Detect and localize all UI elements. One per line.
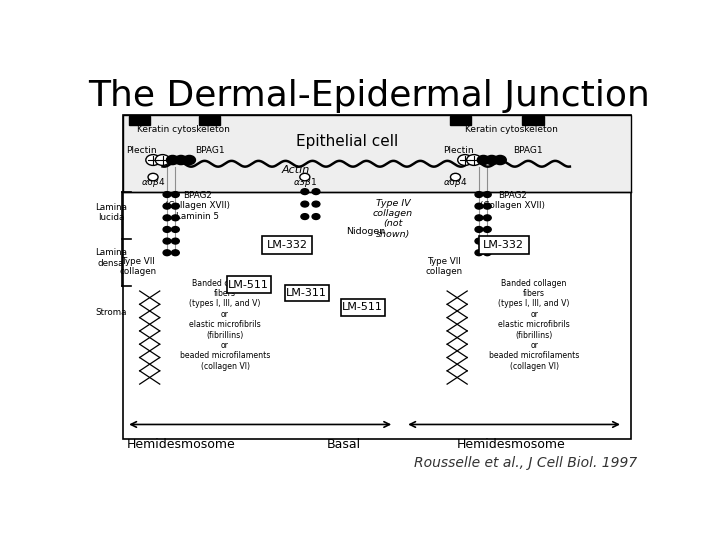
Text: Basal: Basal [327,438,361,451]
Circle shape [483,250,491,255]
Circle shape [451,173,461,181]
Circle shape [163,250,171,255]
Circle shape [163,215,171,221]
Text: Plectin: Plectin [127,146,157,154]
Text: Plectin: Plectin [443,146,474,154]
Circle shape [171,203,179,209]
Circle shape [171,238,179,244]
Circle shape [475,227,483,232]
Text: Lamina
lucida: Lamina lucida [95,202,127,222]
Circle shape [175,156,187,165]
Circle shape [156,154,170,165]
Circle shape [301,188,309,194]
Circle shape [163,238,171,244]
Text: The Dermal-Epidermal Junction: The Dermal-Epidermal Junction [88,79,650,113]
Circle shape [494,156,506,165]
Bar [129,116,150,125]
Circle shape [475,238,483,244]
Bar [124,114,631,192]
Text: Epithelial cell: Epithelial cell [295,134,398,149]
Circle shape [485,156,498,165]
Text: Banded collagen
fibers
(types I, III, and V)
or
elastic microfibrils
(fibrillins: Banded collagen fibers (types I, III, an… [489,279,580,371]
Circle shape [171,227,179,232]
Circle shape [163,192,171,198]
Circle shape [312,201,320,207]
Bar [450,116,471,125]
Text: Rousselle et al., J Cell Biol. 1997: Rousselle et al., J Cell Biol. 1997 [413,456,637,470]
Circle shape [483,238,491,244]
Text: Type IV
collagen
(not
shown): Type IV collagen (not shown) [373,199,413,239]
Text: BPAG1: BPAG1 [195,146,225,154]
Text: Banded collagen
fibers
(types I, III, and V)
or
elastic microfibrils
(fibrillins: Banded collagen fibers (types I, III, an… [180,279,270,371]
Circle shape [300,173,310,181]
Circle shape [171,215,179,221]
Text: Lamina
densa: Lamina densa [95,248,127,268]
Text: $\alpha$3$\beta$1: $\alpha$3$\beta$1 [292,176,317,188]
Circle shape [312,214,320,219]
Circle shape [467,154,481,165]
Circle shape [458,154,472,165]
Text: BPAG2
(Collagen XVII): BPAG2 (Collagen XVII) [165,191,230,211]
Circle shape [301,201,309,207]
Bar [523,116,544,125]
Text: Actin: Actin [282,165,310,174]
Circle shape [477,156,490,165]
Circle shape [166,156,179,165]
Text: Nidogen: Nidogen [346,227,386,237]
Circle shape [475,192,483,198]
Bar [199,116,220,125]
Text: Type VII
collagen: Type VII collagen [120,256,156,276]
FancyBboxPatch shape [341,299,384,315]
Circle shape [183,156,195,165]
Text: Hemidesmosome: Hemidesmosome [127,438,235,451]
Circle shape [475,250,483,255]
Circle shape [163,203,171,209]
Text: LM-511: LM-511 [228,280,269,290]
Circle shape [483,192,491,198]
Text: Hemidesmosome: Hemidesmosome [457,438,566,451]
Circle shape [483,215,491,221]
Text: Keratin cytoskeleton: Keratin cytoskeleton [465,125,558,134]
Text: BPAG2
(Collagen XVII): BPAG2 (Collagen XVII) [480,191,546,211]
Bar [124,114,631,439]
Circle shape [171,192,179,198]
Text: LM-311: LM-311 [287,288,327,298]
Text: BPAG1: BPAG1 [513,146,543,154]
FancyBboxPatch shape [284,285,329,301]
FancyBboxPatch shape [262,235,312,254]
Circle shape [483,203,491,209]
Text: Stroma: Stroma [96,308,127,316]
FancyBboxPatch shape [227,276,271,293]
Circle shape [148,173,158,181]
Circle shape [145,154,161,165]
Text: LM-332: LM-332 [266,240,307,250]
Text: $\alpha$6$\beta$4: $\alpha$6$\beta$4 [444,176,468,188]
Circle shape [301,214,309,219]
Circle shape [171,250,179,255]
Text: $\alpha$6$\beta$4: $\alpha$6$\beta$4 [141,176,166,188]
Text: Type VII
collagen: Type VII collagen [426,256,463,276]
Text: LM-511: LM-511 [342,302,383,312]
Circle shape [475,203,483,209]
Text: Laminin 5: Laminin 5 [176,212,219,221]
Text: Keratin cytoskeleton: Keratin cytoskeleton [138,125,230,134]
Text: LM-332: LM-332 [483,240,524,250]
Circle shape [163,227,171,232]
FancyBboxPatch shape [479,235,528,254]
Circle shape [475,215,483,221]
Circle shape [483,227,491,232]
Circle shape [312,188,320,194]
